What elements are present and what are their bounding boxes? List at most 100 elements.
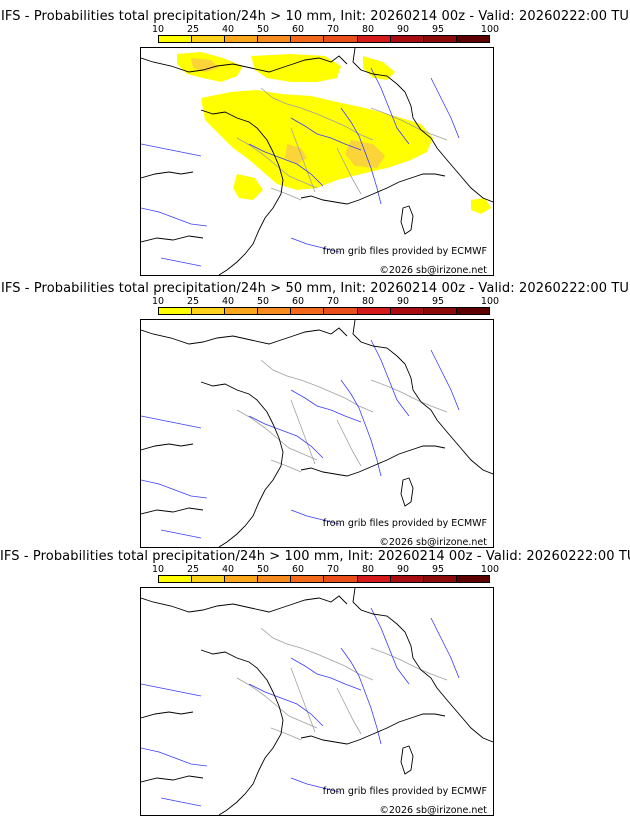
panel-title: IFS - Probabilities total precipitation/… xyxy=(0,281,630,296)
precip-probability-area xyxy=(233,174,263,200)
coastline xyxy=(200,109,284,275)
precip-probability-area xyxy=(191,58,219,72)
river-line xyxy=(141,415,202,429)
river-line xyxy=(430,77,460,139)
colorbar-swatch xyxy=(258,36,292,42)
colorbar-tick-label: 60 xyxy=(291,564,305,575)
coastline xyxy=(141,235,204,243)
map-canvas xyxy=(141,48,493,275)
region-border xyxy=(236,409,318,461)
coastline xyxy=(352,48,493,203)
map-frame: from grib files provided by ECMWF ©2026 … xyxy=(140,47,494,276)
river-line xyxy=(160,257,202,267)
colorbar-swatch xyxy=(456,308,489,314)
map-canvas xyxy=(141,320,493,547)
source-credit: from grib files provided by ECMWF xyxy=(322,518,487,529)
precip-probability-area xyxy=(251,54,341,82)
map-frame: from grib files provided by ECMWF ©2026 … xyxy=(140,319,494,548)
colorbar-tick-label: 25 xyxy=(186,296,200,307)
colorbar-tick-label: 10 xyxy=(151,296,165,307)
colorbar-tick-label: 25 xyxy=(186,564,200,575)
river-line xyxy=(141,479,208,499)
river-line xyxy=(340,379,382,477)
colorbar-swatch xyxy=(159,576,193,582)
coastline xyxy=(200,381,284,547)
river-line xyxy=(370,607,410,685)
coastline xyxy=(200,649,284,815)
colorbar-swatch xyxy=(159,308,193,314)
colorbar-tick-label: 80 xyxy=(361,24,375,35)
colorbar-swatch xyxy=(192,36,226,42)
coastline xyxy=(141,55,348,73)
river-line xyxy=(248,683,324,727)
colorbar-tick-label: 60 xyxy=(291,24,305,35)
region-border xyxy=(236,137,318,189)
coastline xyxy=(141,775,204,783)
colorbar-ticks: 10 25 40 50 60 70 80 90 95 100 xyxy=(152,564,499,575)
colorbar-swatch xyxy=(357,308,391,314)
colorbar-swatch xyxy=(423,576,457,582)
colorbar-swatch xyxy=(357,576,391,582)
colorbar-tick-label: 50 xyxy=(256,564,270,575)
region-border xyxy=(290,399,316,465)
river-line xyxy=(370,339,410,417)
precip-probability-area xyxy=(201,90,433,190)
colorbar-swatch xyxy=(291,576,325,582)
colorbar-tick-label: 25 xyxy=(186,24,200,35)
region-border xyxy=(290,667,316,733)
region-border xyxy=(336,687,362,735)
colorbar-swatch xyxy=(423,36,457,42)
panel-title: IFS - Probabilities total precipitation/… xyxy=(0,9,630,24)
colorbar-swatch xyxy=(159,36,193,42)
colorbar-swatch xyxy=(225,576,259,582)
colorbar-swatch xyxy=(225,308,259,314)
colorbar-tick-label: 90 xyxy=(396,564,410,575)
colorbar-swatch xyxy=(390,36,424,42)
colorbar-tick-label: 95 xyxy=(431,296,445,307)
copyright-credit: ©2026 sb@irizone.net xyxy=(379,265,487,276)
region-border xyxy=(260,87,374,141)
map-canvas xyxy=(141,588,493,815)
region-border xyxy=(270,187,302,201)
coastline xyxy=(141,711,194,719)
river-line xyxy=(340,107,382,205)
colorbar-tick-label: 90 xyxy=(396,24,410,35)
region-border xyxy=(260,627,374,681)
colorbar-tick-label: 70 xyxy=(326,296,340,307)
coastline xyxy=(352,320,493,475)
colorbar-tick-label: 100 xyxy=(480,296,500,307)
river-line xyxy=(160,529,202,539)
colorbar-swatch xyxy=(456,576,489,582)
precip-probability-area xyxy=(363,56,395,80)
river-line xyxy=(430,617,460,679)
colorbar xyxy=(158,35,490,43)
copyright-credit: ©2026 sb@irizone.net xyxy=(379,805,487,816)
coastline xyxy=(300,445,446,477)
river-line xyxy=(430,349,460,411)
coastline xyxy=(141,507,204,515)
colorbar-swatch xyxy=(324,36,358,42)
river-line xyxy=(290,657,362,691)
coastline xyxy=(141,327,348,345)
river-line xyxy=(290,237,340,253)
colorbar-swatch xyxy=(456,36,489,42)
precip-probability-area xyxy=(471,198,491,214)
map-panel-10mm: IFS - Probabilities total precipitation/… xyxy=(0,0,630,276)
colorbar-tick-label: 70 xyxy=(326,564,340,575)
region-border xyxy=(290,127,316,193)
colorbar-tick-label: 80 xyxy=(361,296,375,307)
colorbar-swatch xyxy=(192,576,226,582)
map-frame: from grib files provided by ECMWF ©2026 … xyxy=(140,587,494,816)
coastline xyxy=(300,713,446,745)
colorbar-tick-label: 10 xyxy=(151,564,165,575)
source-credit: from grib files provided by ECMWF xyxy=(322,246,487,257)
region-border xyxy=(370,379,448,413)
colorbar-swatch xyxy=(192,308,226,314)
colorbar-swatch xyxy=(390,576,424,582)
colorbar-tick-label: 100 xyxy=(480,564,500,575)
panel-title: IFS - Probabilities total precipitation/… xyxy=(0,549,630,564)
colorbar-swatch xyxy=(423,308,457,314)
precip-probability-area xyxy=(285,144,307,164)
river-line xyxy=(370,67,410,145)
colorbar-swatch xyxy=(390,308,424,314)
